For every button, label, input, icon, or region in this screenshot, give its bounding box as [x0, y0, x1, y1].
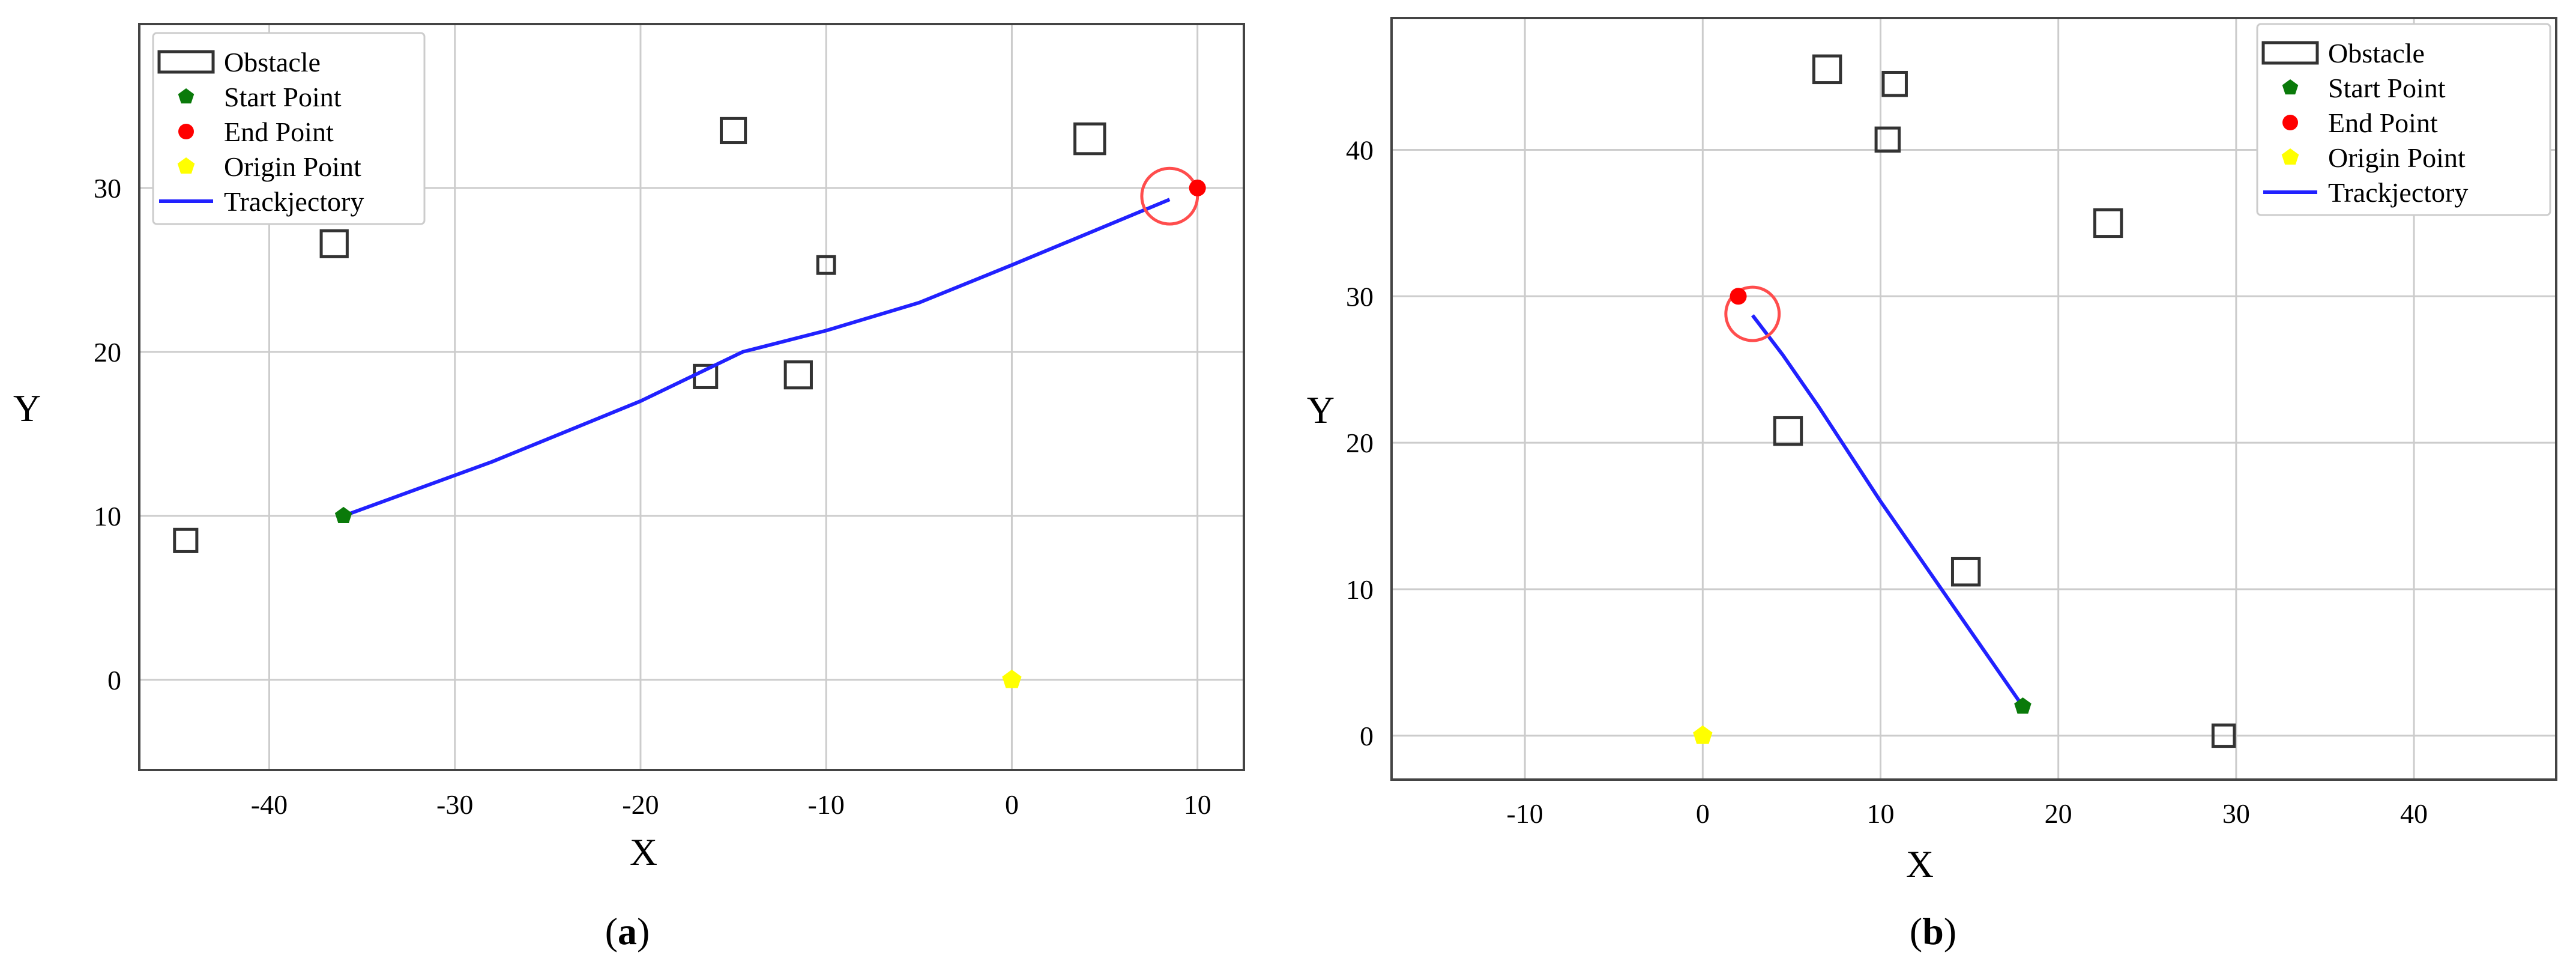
plot-data-a: [173, 117, 1206, 688]
ticks-b: -10 0 10 20 30 40 0 10 20 30 40: [1346, 135, 2428, 829]
origin-point-marker: [1693, 725, 1713, 744]
legend-swatch-obstacle: [157, 50, 215, 74]
y-tick-label: 30: [94, 173, 121, 204]
legend-swatch-end: [2282, 115, 2298, 130]
chart-panel-b: -10 0 10 20 30 40 0 10 20 30 40 X Y Obstacle Start …: [1307, 17, 2557, 953]
legend-swatch-start: [178, 88, 195, 104]
obstacle-marker: [719, 117, 747, 145]
trajectory-line: [343, 198, 1171, 518]
x-axis-label-b: X: [1906, 843, 1934, 885]
legend-label: Origin Point: [224, 151, 361, 182]
x-tick-label: -10: [1506, 798, 1543, 829]
obstacle-marker: [1950, 557, 1981, 587]
x-tick-label: 10: [1867, 798, 1895, 829]
end-point-marker: [1730, 288, 1747, 305]
legend-swatch-obstacle: [2261, 41, 2319, 65]
plot-data-b: [1693, 54, 2236, 748]
goal-circle: [1724, 285, 1781, 342]
plot-frame-a: [138, 23, 1245, 771]
obstacle-marker: [1874, 126, 1901, 153]
x-axis-label-a: X: [630, 831, 657, 873]
chart-panel-a: -40 -30 -20 -10 0 10 0 10 20 30 X Y Obstacle Start…: [13, 23, 1245, 953]
caption-a: (a): [605, 910, 650, 953]
legend-label: Obstacle: [224, 47, 321, 77]
obstacle-marker: [173, 527, 199, 553]
x-tick-label: 30: [2222, 798, 2250, 829]
x-tick-label: 20: [2045, 798, 2072, 829]
x-tick-label: 10: [1184, 789, 1211, 820]
legend-b: Obstacle Start Point End Point Origin Point…: [2256, 23, 2551, 216]
legend-box: [152, 32, 426, 225]
ticks-a: -40 -30 -20 -10 0 10 0 10 20 30: [94, 173, 1211, 820]
x-tick-label: 40: [2400, 798, 2428, 829]
y-tick-label: 40: [1346, 135, 1374, 165]
legend-swatch-origin: [2281, 148, 2299, 165]
legend-a: Obstacle Start Point End Point Origin Point…: [152, 32, 426, 225]
legend-label: End Point: [2328, 108, 2438, 138]
y-axis-label-a: Y: [13, 387, 41, 429]
obstacle-marker: [1812, 54, 1842, 85]
y-tick-label: 0: [1360, 721, 1374, 751]
legend-label: Origin Point: [2328, 142, 2466, 173]
legend-label: End Point: [224, 117, 334, 147]
caption-a-open: (: [605, 910, 618, 953]
y-tick-label: 10: [94, 501, 121, 532]
start-point-marker: [2014, 697, 2032, 714]
plot-frame-b: [1390, 17, 2557, 781]
legend-box: [2256, 23, 2551, 216]
y-tick-label: 30: [1346, 281, 1374, 312]
legend-label: Start Point: [2328, 73, 2446, 103]
x-tick-label: -30: [436, 789, 473, 820]
trajectory-line: [1751, 314, 2024, 708]
caption-b-close: ): [1944, 910, 1956, 953]
obstacle-marker: [2093, 208, 2123, 238]
x-tick-label: -40: [251, 789, 288, 820]
legend-label: Obstacle: [2328, 38, 2425, 68]
legend-swatch-end: [178, 124, 194, 139]
end-point-marker: [1189, 179, 1206, 196]
legend-label: Trackjectory: [224, 186, 364, 217]
legend-label: Start Point: [224, 82, 342, 112]
obstacle-marker: [1773, 416, 1803, 446]
x-tick-label: -20: [622, 789, 659, 820]
y-tick-label: 20: [94, 337, 121, 368]
obstacle-marker: [2211, 723, 2236, 748]
x-tick-label: 0: [1696, 798, 1710, 829]
obstacle-marker: [816, 255, 836, 275]
y-tick-label: 0: [107, 665, 121, 696]
origin-point-marker: [1002, 669, 1022, 688]
obstacle-marker: [319, 229, 349, 258]
legend-swatch-start: [2282, 79, 2299, 95]
y-tick-label: 20: [1346, 428, 1374, 458]
goal-circle: [1140, 166, 1199, 226]
legend-label: Trackjectory: [2328, 177, 2468, 208]
x-tick-label: -10: [808, 789, 845, 820]
obstacle-marker: [1881, 70, 1908, 97]
legend-swatch-origin: [177, 157, 195, 174]
grid-a: [139, 24, 1244, 770]
caption-a-close: ): [637, 910, 650, 953]
caption-b: (b): [1910, 910, 1956, 953]
x-tick-label: 0: [1005, 789, 1019, 820]
caption-b-open: (: [1910, 910, 1922, 953]
obstacle-marker: [783, 360, 813, 390]
caption-a-letter: a: [618, 910, 637, 953]
caption-b-letter: b: [1922, 910, 1944, 953]
obstacle-marker: [1073, 122, 1106, 156]
y-tick-label: 10: [1346, 574, 1374, 605]
start-point-marker: [334, 506, 352, 523]
y-axis-label-b: Y: [1307, 389, 1335, 431]
